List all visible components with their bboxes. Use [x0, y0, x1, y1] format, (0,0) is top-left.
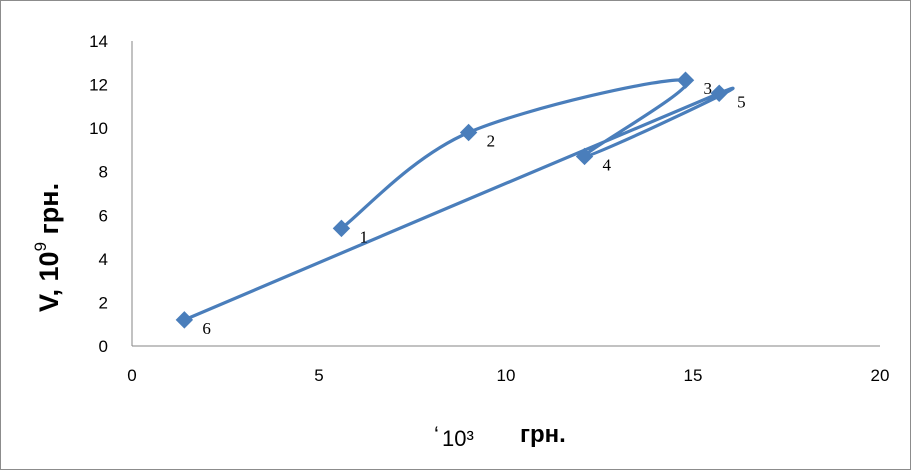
y-tick-label: 10 [89, 119, 108, 138]
series-line [182, 78, 735, 322]
x-tick-label: 20 [871, 366, 890, 385]
data-point-marker [676, 71, 695, 89]
data-point-marker [175, 311, 194, 329]
y-axis-label-main: V, 10 [34, 251, 64, 312]
data-point-label: 5 [737, 92, 746, 111]
y-tick-label: 2 [99, 293, 108, 312]
y-tick-label: 4 [99, 250, 108, 269]
x-tick-label: 0 [127, 366, 136, 385]
x-tick-label: 10 [497, 366, 516, 385]
y-tick-label: 14 [89, 32, 108, 51]
y-axis-label: V, 109 грн. [31, 183, 64, 312]
data-point-label: 6 [202, 319, 211, 338]
data-point-marker [710, 84, 728, 102]
y-tick-label: 8 [99, 163, 108, 182]
markers [175, 71, 728, 329]
x-axis-label-unit: грн. [520, 421, 566, 448]
data-point-label: 3 [704, 79, 713, 98]
point-labels: 1 2 3 4 5 6 [202, 79, 745, 338]
x-tick-label: 5 [314, 366, 323, 385]
data-point-marker [332, 219, 351, 238]
x-axis-label-prefix: ‘ [434, 422, 439, 447]
x-tick-label: 15 [684, 366, 703, 385]
data-point-label: 2 [487, 132, 496, 151]
y-tick-label: 6 [99, 206, 108, 225]
y-axis-label-unit: грн. [34, 183, 64, 242]
data-point-label: 1 [359, 227, 368, 246]
y-axis-label-exponent: 9 [31, 242, 50, 251]
y-tick-label: 12 [89, 76, 108, 95]
x-axis-label-exponent: 10³ [442, 426, 474, 451]
axes [131, 41, 880, 347]
y-tick-label: 0 [99, 337, 108, 356]
data-point-label: 4 [603, 155, 612, 174]
data-point-marker [575, 147, 594, 166]
data-point-marker [459, 123, 478, 142]
